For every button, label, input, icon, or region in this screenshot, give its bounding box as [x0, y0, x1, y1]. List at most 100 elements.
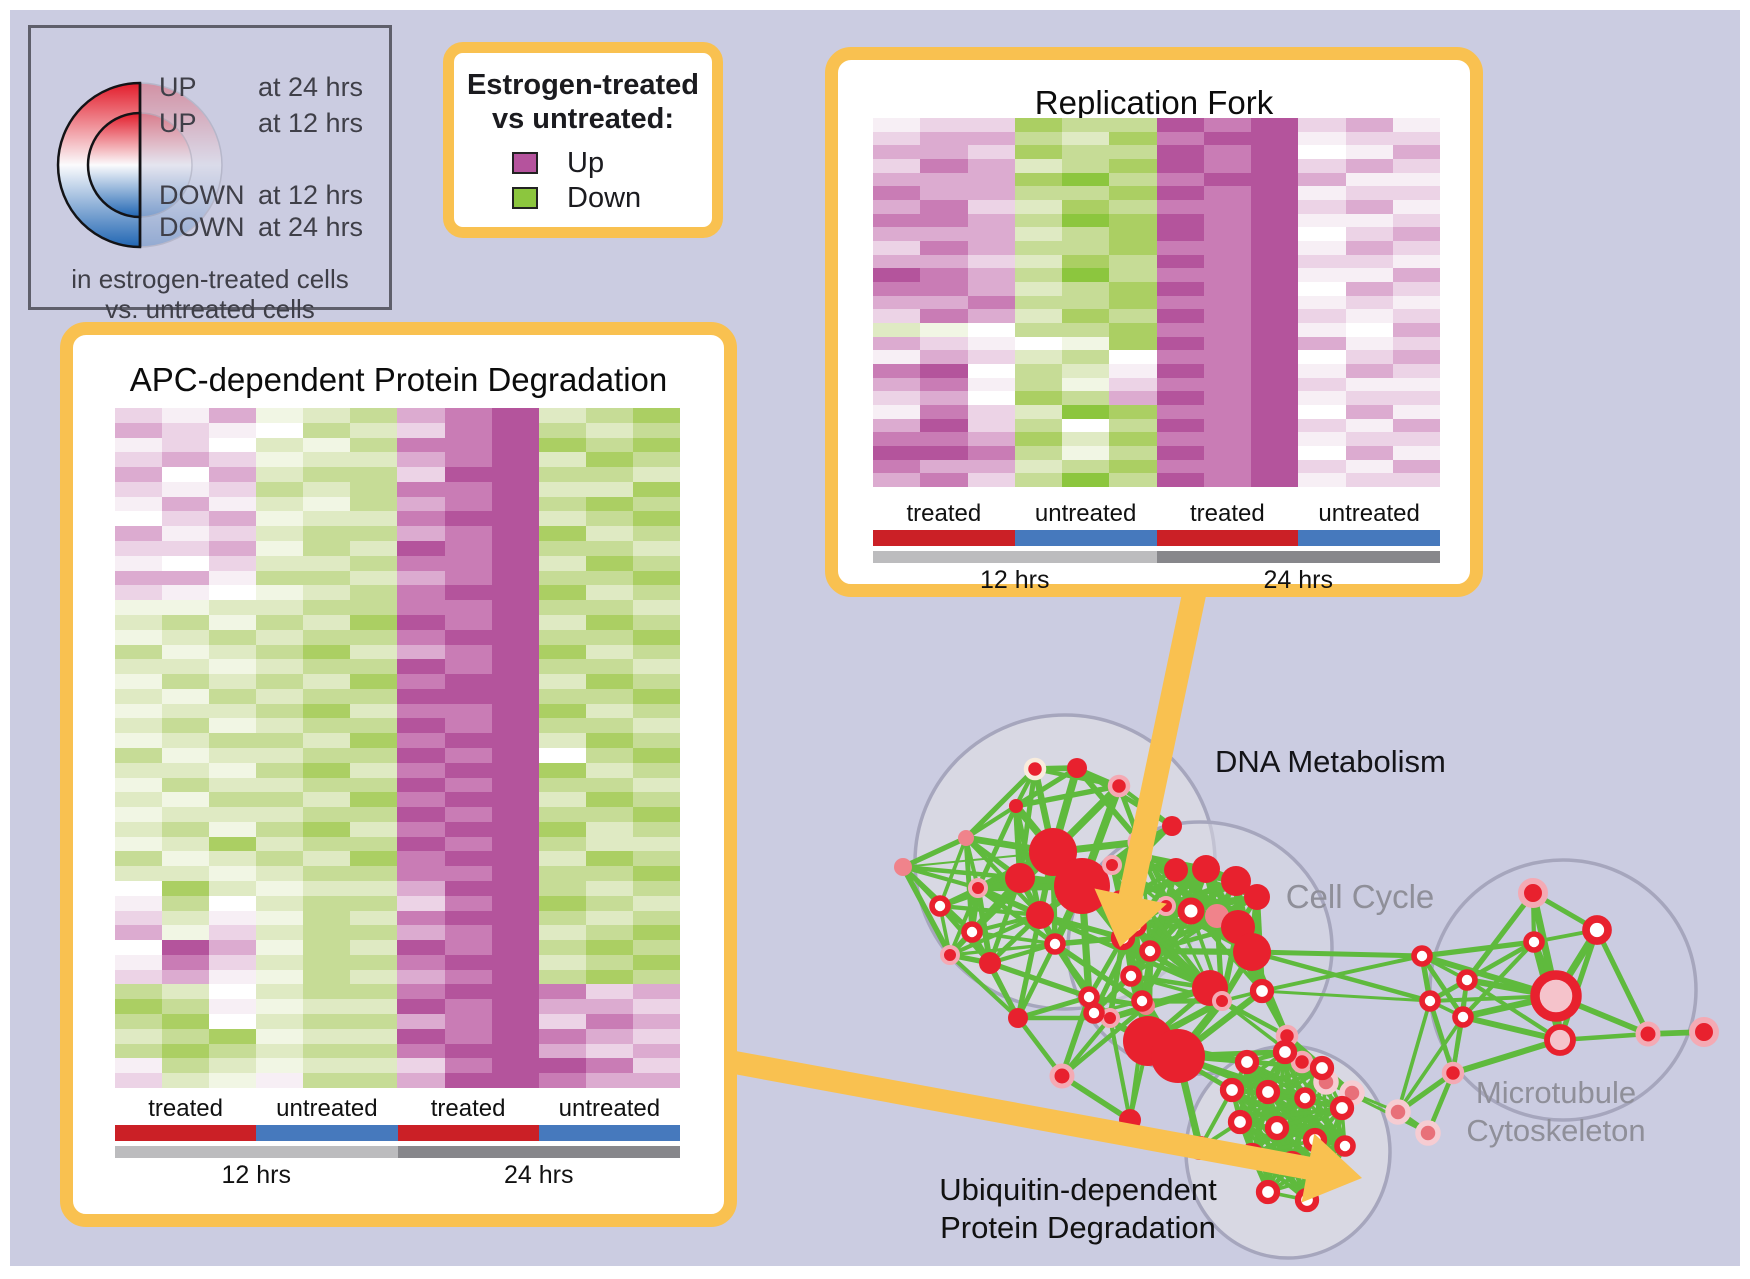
gene-node [1083, 1002, 1105, 1024]
heatmap-row [115, 777, 680, 793]
ubiquitin-label-1: Ubiquitin-dependent [939, 1172, 1217, 1207]
gene-node [1456, 969, 1478, 991]
gene-node [1530, 970, 1582, 1022]
heatmap-row [115, 703, 680, 719]
heatmap-row [115, 1043, 680, 1059]
apc-time-bar [115, 1146, 680, 1158]
legend-footnote-line1: in estrogen-treated cells [71, 264, 349, 294]
gene-node [1635, 1021, 1661, 1047]
apc-title: APC-dependent Protein Degradation [129, 361, 668, 398]
heatmap-row [115, 910, 680, 926]
microtubule-label-2: Cytoskeleton [1466, 1113, 1645, 1148]
heatmap-row [873, 268, 1440, 283]
gene-node [1164, 858, 1188, 882]
legend-up-12: UP at 12 hrs [159, 108, 364, 138]
down-label: Down [567, 182, 642, 214]
gene-node [1067, 758, 1087, 778]
heatmap-row [873, 473, 1440, 488]
gene-node [1411, 945, 1433, 967]
up-label: Up [567, 147, 605, 179]
legend-down-24: DOWN at 24 hrs [159, 212, 364, 242]
heatmap-row [115, 674, 680, 689]
heatmap-row [873, 364, 1440, 378]
gene-node [1221, 866, 1251, 896]
heatmap-row [115, 452, 680, 468]
heatmap-row [873, 159, 1440, 173]
heatmap-row [873, 377, 1440, 392]
heatmap-row [873, 186, 1440, 201]
heatmap-row [115, 555, 680, 571]
heatmap-row [115, 1028, 680, 1044]
heatmap-row [115, 1073, 680, 1088]
gene-node [979, 952, 1001, 974]
rf-condition-bar [873, 530, 1440, 546]
replication-fork-title: Replication Fork [1034, 84, 1274, 121]
gene-node [1244, 884, 1270, 910]
gene-node [1044, 933, 1066, 955]
cell-cycle-label: Cell Cycle [1286, 878, 1435, 915]
heatmap-row [115, 437, 680, 453]
heatmap-row [115, 999, 680, 1015]
heatmap-row [115, 881, 680, 896]
gene-node [1689, 1017, 1719, 1047]
heatmap-row [115, 408, 680, 423]
heatmap-row [115, 511, 680, 527]
heatmap-row [115, 866, 680, 881]
heatmap-row [115, 422, 680, 438]
heatmap-row [873, 200, 1440, 214]
gene-node [1544, 1024, 1576, 1056]
gene-node [1102, 855, 1122, 875]
heatmap-row [873, 459, 1440, 474]
heatmap-row [115, 481, 680, 497]
heatmap-row [115, 526, 680, 542]
updown-rings-graphic [56, 81, 223, 249]
up-swatch [512, 152, 538, 174]
heatmap-row [115, 836, 680, 852]
estrogen-legend-title-1: Estrogen-treated [466, 69, 700, 101]
heatmap-row [115, 585, 680, 601]
heatmap-row [115, 969, 680, 985]
replication-fork-panel: Replication Fork treated untreated treat… [825, 47, 1483, 597]
gene-node [1523, 931, 1545, 953]
gene-node [1192, 855, 1220, 883]
heatmap-row [115, 895, 680, 911]
gene-node [1255, 1179, 1281, 1205]
gene-node [1151, 1029, 1205, 1083]
heatmap-row [115, 541, 680, 556]
gene-node [958, 830, 974, 846]
heatmap-row [873, 282, 1440, 296]
heatmap-row [873, 131, 1440, 146]
gene-node [929, 895, 951, 917]
ubiquitin-label-2: Protein Degradation [940, 1210, 1216, 1245]
heatmap-row [115, 600, 680, 615]
ring-legend-box: UP at 24 hrs UP at 12 hrs DOWN at 12 hrs DO… [28, 25, 392, 324]
gene-node [1329, 1095, 1355, 1121]
heatmap-row [115, 925, 680, 941]
heatmap-row [873, 446, 1440, 460]
gene-node [1139, 940, 1161, 962]
heatmap-row [115, 496, 680, 512]
heatmap-row [115, 614, 680, 630]
heatmap-row [873, 241, 1440, 255]
gene-node [1255, 1079, 1281, 1105]
heatmap-row [873, 213, 1440, 228]
gene-node [1309, 1055, 1335, 1081]
heatmap-row [115, 688, 680, 704]
heatmap-row [873, 323, 1440, 337]
heatmap-row [115, 762, 680, 778]
heatmap-row [873, 418, 1440, 433]
heatmap-row [873, 254, 1440, 269]
gene-node [1131, 990, 1153, 1012]
network-nodes [894, 757, 1719, 1213]
heatmap-row [873, 295, 1440, 310]
gene-node [1233, 933, 1271, 971]
gene-node [1177, 897, 1205, 925]
gene-node [1008, 1008, 1028, 1028]
gene-node [1162, 816, 1182, 836]
heatmap-row [115, 851, 680, 867]
gene-node [1272, 1039, 1298, 1065]
heatmap-row [873, 350, 1440, 365]
heatmap-row [115, 659, 680, 675]
heatmap-row [115, 467, 680, 482]
microtubule-label-1: Microtubule [1476, 1075, 1636, 1110]
